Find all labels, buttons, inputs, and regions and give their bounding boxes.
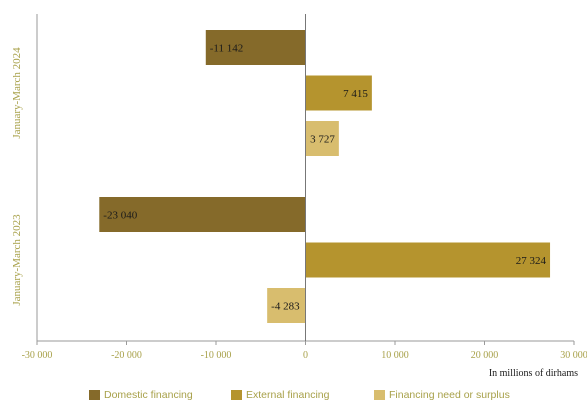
data-label: 27 324 (516, 255, 547, 267)
legend: Domestic financing External financing Fi… (0, 389, 587, 405)
x-tick-label: -20 000 (111, 350, 142, 361)
x-tick-label: 30 000 (560, 350, 587, 361)
y-category-label: January-March 2023 (11, 214, 23, 306)
legend-label-need: Financing need or surplus (389, 389, 510, 401)
legend-swatch-need (374, 390, 385, 400)
legend-swatch-domestic (89, 390, 100, 400)
x-axis-title: In millions of dirhams (489, 368, 578, 379)
data-label: 3 727 (310, 134, 335, 146)
legend-item-domestic: Domestic financing (89, 389, 193, 401)
legend-item-need: Financing need or surplus (374, 389, 510, 401)
data-label: -11 142 (210, 43, 244, 55)
x-tick-label: 10 000 (381, 350, 409, 361)
legend-item-external: External financing (231, 389, 329, 401)
data-label: -23 040 (103, 210, 137, 222)
legend-swatch-external (231, 390, 242, 400)
legend-label-domestic: Domestic financing (104, 389, 193, 401)
bar (306, 243, 551, 278)
x-tick-label: -10 000 (201, 350, 232, 361)
x-tick-label: -30 000 (22, 350, 53, 361)
y-category-label: January-March 2024 (11, 47, 23, 139)
data-label: 7 415 (343, 88, 368, 100)
data-label: -4 283 (271, 301, 300, 313)
x-tick-label: 0 (303, 350, 308, 361)
legend-label-external: External financing (246, 389, 329, 401)
x-tick-label: 20 000 (471, 350, 499, 361)
